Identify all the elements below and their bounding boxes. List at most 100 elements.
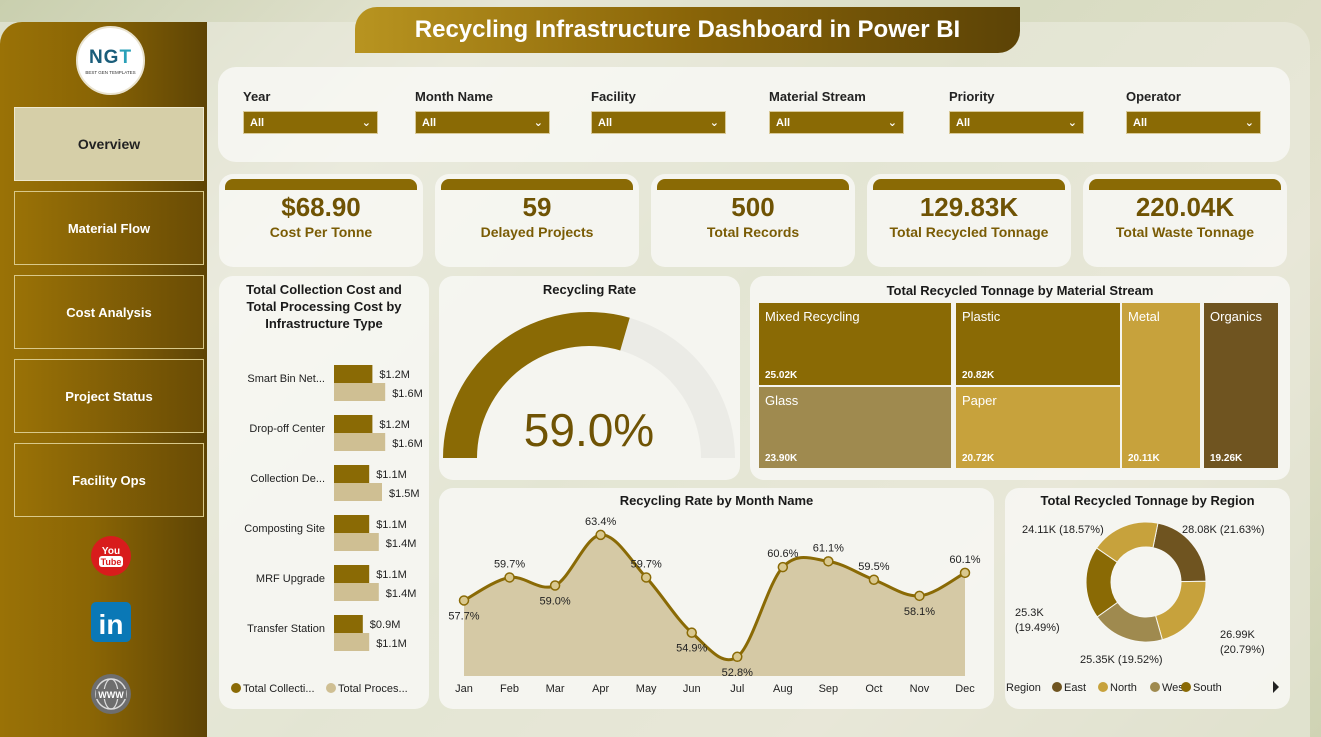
kpi-value: $68.90 — [281, 192, 361, 222]
filter-label: Month Name — [415, 89, 493, 104]
facility-select[interactable]: All ⌄ — [591, 111, 726, 134]
legend-marker — [1098, 682, 1108, 692]
collection-cost-bar — [334, 515, 370, 533]
chart-title: Total Collection Cost and Total Processi… — [246, 282, 402, 331]
filter-material-stream: Material Stream All ⌄ — [769, 89, 904, 134]
rate-point — [777, 561, 789, 573]
recycling-rate-card: Recycling Rate 59.0% — [439, 276, 740, 480]
slice-label: 28.08K (21.63%) — [1182, 524, 1265, 536]
category-label: MRF Upgrade — [256, 573, 325, 585]
collection-cost-bar — [334, 565, 370, 583]
nav-cost-analysis[interactable]: Cost Analysis — [14, 275, 204, 349]
treemap-cell — [759, 303, 951, 385]
chevron-down-icon: ⌄ — [361, 117, 371, 129]
material-stream-select[interactable]: All ⌄ — [769, 111, 904, 134]
collection-cost-label: $1.2M — [379, 369, 410, 381]
rate-label: 61.1% — [813, 542, 844, 554]
nav-label: Facility Ops — [72, 472, 146, 488]
linkedin-icon[interactable]: in — [90, 601, 132, 643]
priority-select[interactable]: All ⌄ — [949, 111, 1084, 134]
legend-label: East — [1064, 682, 1086, 694]
material-stream-treemap: Mixed Recycling 25.02K Glass 23.90K Plastic 2… — [759, 303, 1278, 468]
treemap-name: Glass — [765, 393, 799, 408]
treemap-cell — [1122, 303, 1200, 468]
year-select[interactable]: All ⌄ — [243, 111, 378, 134]
filter-month: Month Name All ⌄ — [415, 89, 550, 134]
month-tick: Feb — [500, 683, 519, 695]
rate-point — [549, 580, 561, 591]
nav-facility-ops[interactable]: Facility Ops — [14, 443, 204, 517]
filter-label: Facility — [591, 89, 636, 104]
nav-project-status[interactable]: Project Status — [14, 359, 204, 433]
monthly-rate-card: Recycling Rate by Month Name 57.7% Jan 59.… — [439, 488, 994, 709]
kpi-total-records: 500 Total Records — [651, 174, 855, 267]
filter-operator: Operator All ⌄ — [1126, 89, 1261, 134]
month-tick: Nov — [910, 683, 930, 695]
rate-point — [458, 595, 470, 606]
logo: NGT BEST GEN TEMPLATES — [76, 26, 145, 95]
nav-label: Material Flow — [67, 220, 151, 236]
globe-icon[interactable]: WWW — [90, 673, 132, 715]
svg-text:Tube: Tube — [101, 557, 122, 567]
collection-cost-label: $1.2M — [379, 419, 410, 431]
nav-overview[interactable]: Overview — [14, 107, 204, 181]
processing-cost-label: $1.1M — [376, 638, 407, 650]
legend-marker — [326, 683, 336, 693]
month-tick: Jun — [683, 683, 701, 695]
kpi-label: Total Records — [706, 224, 800, 240]
category-label: Smart Bin Net... — [247, 373, 325, 385]
filter-priority: Priority All ⌄ — [949, 89, 1084, 134]
rate-label: 52.8% — [722, 667, 753, 679]
legend-label: North — [1110, 682, 1137, 694]
svg-text:WWW: WWW — [98, 690, 124, 700]
collection-cost-label: $1.1M — [376, 519, 407, 531]
month-tick: Apr — [592, 683, 609, 695]
page-title: Recycling Infrastructure Dashboard in Po… — [355, 7, 1020, 53]
region-card: Total Recycled Tonnage by Region 28.08K … — [1005, 488, 1290, 709]
region-donut-chart: 28.08K (21.63%) 26.99K (20.79%) 25.35K (19.… — [1006, 521, 1279, 694]
kpi-value: 129.83K — [919, 192, 1019, 222]
nav-material-flow[interactable]: Material Flow — [14, 191, 204, 265]
kpi-cost-per-tonne: $68.90 Cost Per Tonne — [219, 174, 423, 267]
rate-point — [868, 574, 880, 585]
processing-cost-label: $1.4M — [386, 588, 417, 600]
filter-facility: Facility All ⌄ — [591, 89, 726, 134]
treemap-value: 20.72K — [962, 453, 995, 464]
operator-select[interactable]: All ⌄ — [1126, 111, 1261, 134]
kpi-value: 500 — [731, 192, 775, 222]
treemap-name: Metal — [1128, 309, 1160, 324]
slice-label: 24.11K (18.57%) — [1022, 524, 1104, 536]
category-label: Transfer Station — [247, 623, 325, 635]
kpi-label: Delayed Projects — [480, 224, 594, 240]
youtube-icon[interactable]: You Tube — [90, 535, 132, 577]
month-tick: Jul — [730, 683, 744, 695]
kpi-total-waste-tonnage: 220.04K Total Waste Tonnage — [1083, 174, 1287, 267]
legend-marker — [1181, 682, 1191, 692]
month-select[interactable]: All ⌄ — [415, 111, 550, 134]
processing-cost-bar — [334, 583, 379, 601]
svg-text:in: in — [99, 609, 124, 640]
chevron-down-icon: ⌄ — [1244, 117, 1254, 129]
chart-title: Total Recycled Tonnage by Region — [1040, 493, 1255, 508]
collection-cost-label: $1.1M — [376, 469, 407, 481]
treemap-cell — [1204, 303, 1278, 468]
rate-label: 59.7% — [631, 558, 662, 570]
rate-point — [914, 590, 925, 602]
category-label: Collection De... — [250, 473, 325, 485]
slice-label: 26.99K — [1220, 629, 1256, 641]
collection-cost-bar — [334, 365, 373, 383]
logo-text-accent: T — [119, 46, 133, 68]
processing-cost-bar — [334, 433, 386, 451]
rate-point — [640, 572, 652, 583]
legend-label: South — [1193, 682, 1222, 694]
month-tick: Mar — [546, 683, 565, 695]
processing-cost-bar — [334, 383, 386, 401]
processing-cost-label: $1.5M — [389, 488, 420, 500]
rate-label: 59.5% — [858, 561, 889, 573]
processing-cost-label: $1.6M — [392, 438, 423, 450]
month-tick: Dec — [955, 683, 975, 695]
rate-area — [464, 534, 965, 676]
filter-label: Operator — [1126, 89, 1181, 104]
recycling-rate-gauge: 59.0% — [443, 312, 735, 458]
treemap-name: Plastic — [962, 309, 1001, 324]
